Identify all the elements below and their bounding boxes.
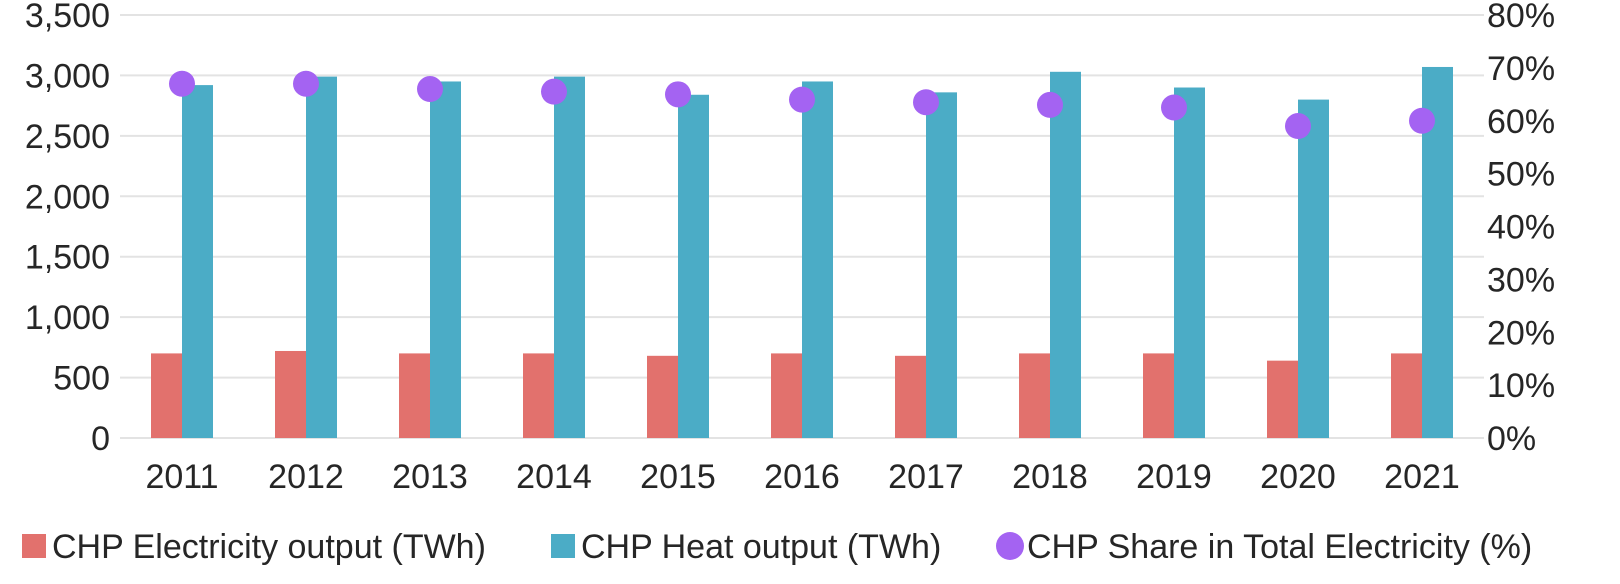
point-share-2014	[541, 78, 567, 105]
x-tick-label: 2021	[1384, 458, 1460, 496]
legend-marker-electricity	[22, 534, 46, 558]
legend-marker-heat	[551, 534, 575, 558]
point-share-2016	[789, 86, 815, 113]
bar-heat-2013	[430, 81, 461, 438]
point-share-2018	[1037, 91, 1063, 118]
bar-heat-2012	[306, 76, 337, 438]
y-tick-label: 2,000	[25, 178, 110, 216]
y-tick-label: 500	[53, 360, 110, 398]
bar-electricity-2013	[399, 353, 430, 438]
bar-heat-2018	[1050, 71, 1081, 438]
y-tick-label: 0	[91, 420, 110, 458]
y2-tick-label: 50%	[1487, 156, 1555, 194]
point-share-2019	[1161, 94, 1187, 121]
y-tick-label: 1,000	[25, 299, 110, 337]
y-axis-left: 0 500 1,000 1,500 2,000 2,500 3,000 3,500	[25, 0, 110, 458]
bar-electricity-2017	[895, 355, 926, 438]
bar-heat-2015	[678, 94, 709, 438]
bar-electricity-2014	[523, 353, 554, 438]
point-share-2021	[1409, 107, 1435, 134]
bar-electricity-2021	[1391, 353, 1422, 438]
x-tick-label: 2014	[516, 458, 592, 496]
x-tick-label: 2017	[888, 458, 964, 496]
x-axis: 2011 2012 2013 2014 2015 2016 2017 2018 2019 2020…	[145, 458, 1459, 496]
x-tick-label: 2019	[1136, 458, 1212, 496]
bar-heat-2014	[554, 76, 585, 438]
bar-heat-2019	[1174, 87, 1205, 438]
y2-tick-label: 60%	[1487, 103, 1555, 141]
x-tick-label: 2012	[268, 458, 344, 496]
bar-heat-2020	[1298, 99, 1329, 438]
bar-heat-2011	[182, 85, 213, 439]
y-tick-label: 3,000	[25, 57, 110, 95]
bar-electricity-2011	[151, 353, 182, 438]
legend: CHP Electricity output (TWh) CHP Heat out…	[22, 528, 1532, 566]
bar-electricity-2012	[275, 350, 306, 438]
scatter-series	[169, 70, 1435, 140]
point-share-2011	[169, 70, 195, 97]
bar-electricity-2020	[1267, 360, 1298, 438]
y2-tick-label: 10%	[1487, 367, 1555, 405]
y2-tick-label: 40%	[1487, 209, 1555, 247]
bar-electricity-2018	[1019, 353, 1050, 438]
bar-heat-2017	[926, 92, 957, 438]
y2-tick-label: 80%	[1487, 0, 1555, 35]
point-share-2015	[665, 81, 691, 108]
bar-electricity-2015	[647, 355, 678, 438]
point-share-2012	[293, 70, 319, 97]
x-tick-label: 2011	[145, 458, 218, 496]
point-share-2017	[913, 89, 939, 116]
point-share-2020	[1285, 113, 1311, 140]
bar-heat-2016	[802, 81, 833, 438]
y2-tick-label: 0%	[1487, 420, 1536, 458]
x-tick-label: 2020	[1260, 458, 1336, 496]
y2-tick-label: 70%	[1487, 50, 1555, 88]
legend-label: CHP Electricity output (TWh)	[52, 528, 486, 566]
point-share-2013	[417, 76, 443, 103]
x-tick-label: 2016	[764, 458, 840, 496]
legend-label: CHP Heat output (TWh)	[581, 528, 941, 566]
legend-marker-share	[996, 532, 1024, 560]
y-tick-label: 2,500	[25, 118, 110, 156]
y-tick-label: 3,500	[25, 0, 110, 35]
x-tick-label: 2015	[640, 458, 716, 496]
x-tick-label: 2018	[1012, 458, 1088, 496]
legend-label: CHP Share in Total Electricity (%)	[1027, 528, 1532, 566]
y-axis-right: 0% 10% 20% 30% 40% 50% 60% 70% 80%	[1487, 0, 1555, 458]
y-tick-label: 1,500	[25, 239, 110, 277]
x-tick-label: 2013	[392, 458, 468, 496]
y2-tick-label: 20%	[1487, 314, 1555, 352]
bar-series	[151, 66, 1453, 439]
bar-electricity-2016	[771, 353, 802, 438]
y2-tick-label: 30%	[1487, 261, 1555, 299]
bar-electricity-2019	[1143, 353, 1174, 438]
